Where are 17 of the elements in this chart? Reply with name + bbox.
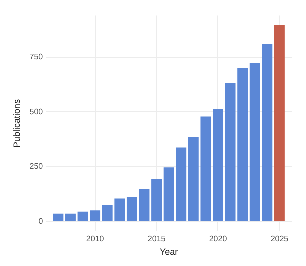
bar — [139, 190, 150, 222]
x-tick-label: 2025 — [270, 234, 290, 244]
y-tick-label: 250 — [30, 162, 44, 172]
bar — [213, 109, 224, 222]
bar — [126, 197, 138, 222]
x-axis-title: Year — [160, 247, 178, 258]
bar — [274, 25, 285, 222]
y-tick-label: 500 — [30, 107, 44, 116]
bar — [53, 214, 64, 222]
x-tick-label: 2010 — [86, 234, 105, 244]
y-tick-label: 750 — [30, 52, 44, 62]
bar — [66, 214, 76, 222]
bar — [152, 179, 162, 222]
x-tick-label: 2020 — [209, 234, 228, 244]
x-tick-label: 2015 — [148, 234, 166, 244]
y-axis-title: Publications — [12, 98, 22, 148]
y-tick-label: 0 — [38, 216, 44, 226]
